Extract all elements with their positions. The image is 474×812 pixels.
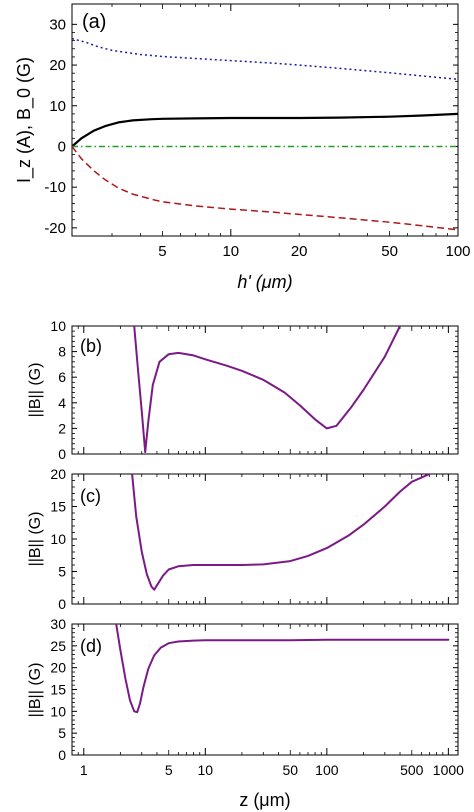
x-axis-label-d: z (μm) xyxy=(239,790,290,810)
y-tick-label: 30 xyxy=(49,16,66,33)
x-tick-label: 50 xyxy=(282,762,298,778)
plot-frame xyxy=(71,3,459,237)
y-axis-label-d: ||B|| (G) xyxy=(27,663,44,718)
panel-a: -20 -10 0 10 20 30 5 10 20 50 100 xyxy=(44,3,471,260)
series-group xyxy=(115,624,450,714)
panel-label-c: (c) xyxy=(80,486,101,506)
y-axis-label-c: ||B|| (G) xyxy=(27,512,44,567)
y-tick-label: 30 xyxy=(50,616,66,632)
y-tick-label: 2 xyxy=(58,420,66,436)
y-tick-label: 0 xyxy=(58,747,66,763)
panel-label-a: (a) xyxy=(82,11,106,33)
y-tick-label: -20 xyxy=(44,220,66,237)
x-tick-label: 1 xyxy=(80,762,88,778)
series-line-1 xyxy=(133,326,401,454)
y-tick-label: 20 xyxy=(49,57,66,74)
y-tick-label: 8 xyxy=(58,344,66,360)
x-axis-label-a: h' (μm) xyxy=(237,272,292,292)
series-line-1 xyxy=(72,37,458,81)
x-tick-label: 20 xyxy=(291,243,308,260)
y-tick-label: 10 xyxy=(50,318,66,334)
y-tick-label: 10 xyxy=(50,703,66,719)
series-line-1 xyxy=(131,474,431,591)
series-line-4 xyxy=(72,146,458,231)
panel-label-d: (d) xyxy=(80,636,102,656)
y-tick-label: 10 xyxy=(49,98,66,115)
x-tick-label: 1000 xyxy=(433,762,464,778)
series-group xyxy=(133,326,401,454)
x-tick-label: 10 xyxy=(198,762,214,778)
panel-b: 0 2 4 6 8 10 xyxy=(50,318,459,462)
y-tick-label: 0 xyxy=(58,138,66,155)
y-tick-label: 0 xyxy=(58,446,66,462)
panel-label-b: (b) xyxy=(80,336,102,356)
x-tick-label: 100 xyxy=(315,762,339,778)
x-tick-label: 500 xyxy=(400,762,424,778)
y-tick-label: -10 xyxy=(44,179,66,196)
y-tick-label: 0 xyxy=(58,596,66,612)
y-tick-label: 15 xyxy=(50,499,66,515)
series-group xyxy=(72,37,458,231)
x-tick-label: 5 xyxy=(165,762,173,778)
plot-frame xyxy=(71,473,459,605)
y-tick-label: 20 xyxy=(50,466,66,482)
y-tick-label: 5 xyxy=(58,564,66,580)
x-tick-label: 50 xyxy=(381,243,398,260)
y-axis-label-b: ||B|| (G) xyxy=(27,363,44,418)
series-line-1 xyxy=(115,624,450,714)
y-tick-label: 20 xyxy=(50,660,66,676)
y-tick-label: 25 xyxy=(50,638,66,654)
y-tick-label: 4 xyxy=(58,395,66,411)
plot-frame xyxy=(71,623,459,756)
series-line-2 xyxy=(72,112,458,148)
x-tick-label: 100 xyxy=(445,243,470,260)
y-tick-label: 6 xyxy=(58,369,66,385)
y-tick-label: 10 xyxy=(50,531,66,547)
x-tick-label: 5 xyxy=(158,243,166,260)
x-tick-label: 10 xyxy=(222,243,239,260)
y-axis-label-a: I_z (A), B_0 (G) xyxy=(14,57,35,183)
y-tick-label: 5 xyxy=(58,725,66,741)
series-group xyxy=(131,474,431,591)
plot-frame xyxy=(71,325,459,455)
panel-c: 0 5 10 15 20 xyxy=(50,466,459,612)
y-tick-label: 15 xyxy=(50,682,66,698)
